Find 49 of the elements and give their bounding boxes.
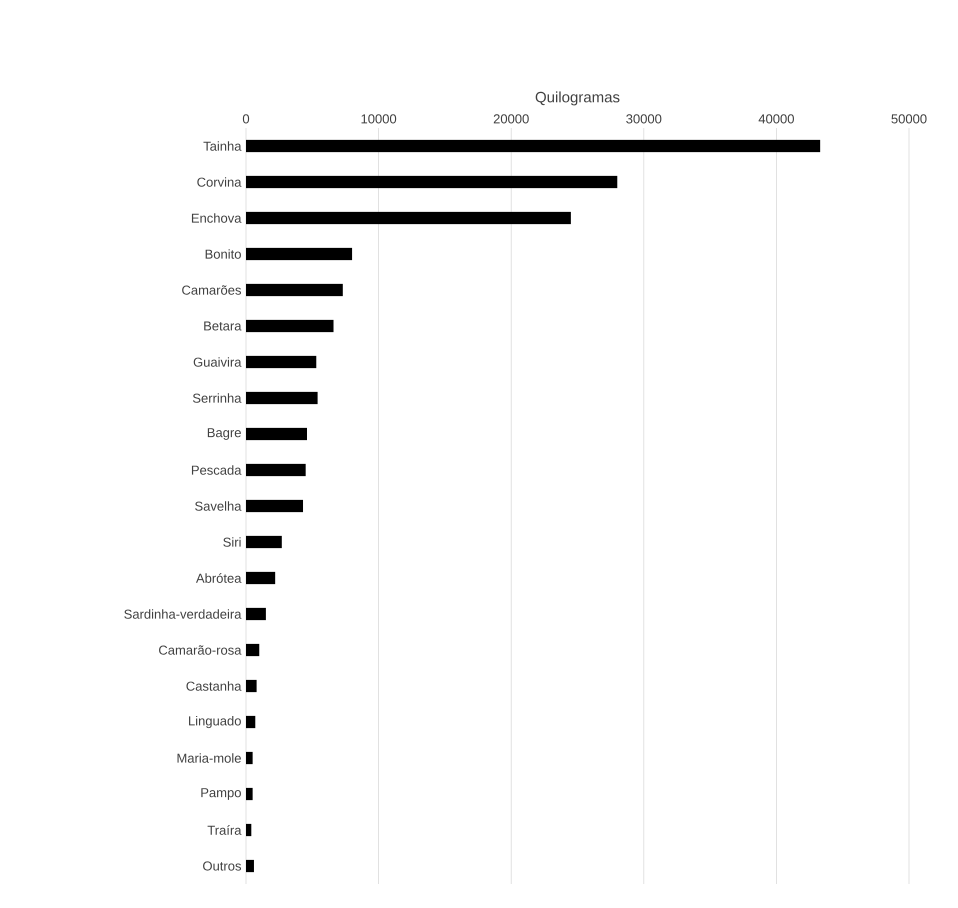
bar	[246, 140, 820, 152]
y-tick-label: Sardinha-verdadeira	[124, 609, 242, 619]
bar	[246, 608, 266, 620]
bar	[246, 860, 254, 872]
y-tick-label: Castanha	[186, 681, 242, 691]
y-tick-label: Linguado	[189, 716, 241, 728]
bar	[246, 320, 334, 332]
y-tick-label: Pampo	[201, 788, 241, 800]
bar	[246, 392, 318, 404]
x-tick-label: 0	[242, 114, 250, 124]
x-tick-label: 50000	[891, 114, 927, 124]
bar	[246, 788, 253, 800]
y-tick-label: Bonito	[206, 249, 241, 259]
y-tick-label: Enchova	[192, 213, 242, 223]
bar	[246, 212, 571, 224]
bar	[246, 680, 257, 692]
bar	[246, 752, 253, 764]
x-tick-label: 30000	[626, 114, 662, 124]
y-tick-label: Guaivira	[194, 357, 242, 367]
bar	[246, 248, 352, 260]
y-tick-label: Camarões	[182, 285, 241, 295]
y-tick-label: Pescada	[192, 465, 242, 475]
bar	[246, 284, 343, 296]
bar	[246, 572, 276, 584]
bar	[246, 464, 306, 476]
bar	[246, 356, 316, 368]
y-tick-label: Savelha	[195, 501, 242, 511]
y-tick-label: Siri	[223, 537, 241, 547]
y-tick-label: Maria-mole	[178, 753, 241, 763]
bar	[246, 716, 256, 728]
bar	[246, 824, 252, 836]
y-tick-label: Serrinha	[192, 393, 242, 403]
y-tick-label: Camarão-rosa	[159, 645, 242, 655]
y-tick-label: Abrótea	[196, 573, 242, 583]
y-tick-label: Tainha	[203, 141, 242, 151]
bar	[246, 428, 307, 440]
bar	[246, 176, 618, 188]
x-tick-label: 40000	[758, 114, 794, 124]
y-tick-label: Bagre	[208, 428, 241, 440]
bar	[246, 536, 282, 548]
x-tick-label: 10000	[362, 114, 396, 124]
bar	[246, 500, 304, 512]
y-tick-label: Traíra	[208, 825, 242, 835]
bar	[246, 644, 260, 656]
y-tick-label: Corvina	[197, 177, 242, 187]
y-tick-label: Betara	[204, 321, 242, 331]
x-axis-title: Quilogramas	[536, 91, 620, 106]
x-tick-label: 20000	[494, 114, 529, 124]
y-tick-label: Outros	[203, 861, 242, 871]
